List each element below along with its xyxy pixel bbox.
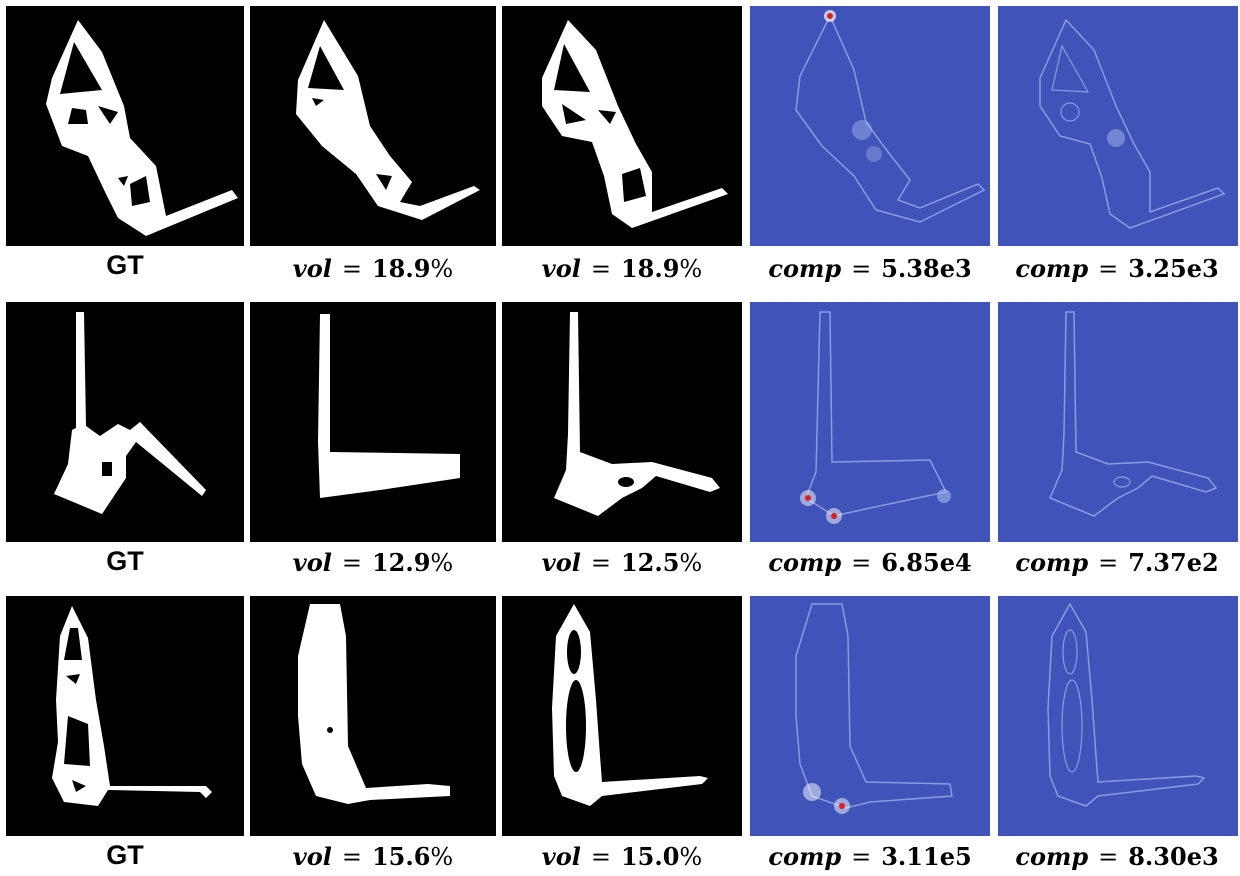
equals-sign: =	[1098, 549, 1119, 577]
row1-gt-mask	[6, 6, 244, 246]
vol-value: 12.9	[371, 548, 431, 577]
row1-comp-a-heatmap	[750, 6, 990, 246]
equals-sign: =	[851, 843, 872, 871]
row3-comp-a-heatmap	[750, 596, 990, 836]
comp-var: comp	[768, 254, 842, 283]
vol-topology-image	[502, 596, 742, 836]
comp-var: comp	[768, 548, 842, 577]
comp-caption: comp = 7.37e2	[994, 548, 1240, 577]
row3-gt-mask	[6, 596, 244, 836]
vol-caption: vol = 15.0%	[502, 842, 742, 871]
row2-comp-a-heatmap	[750, 302, 990, 542]
equals-sign: =	[341, 843, 362, 871]
vol-unit: %	[679, 255, 703, 283]
vol-topology-image	[250, 302, 496, 542]
equals-sign: =	[590, 255, 611, 283]
comp-value: 8.30e3	[1128, 842, 1219, 871]
compliance-heatmap	[750, 6, 990, 246]
row2-vol-a-mask	[250, 302, 496, 542]
row3-comp-b-heatmap	[998, 596, 1238, 836]
equals-sign: =	[590, 843, 611, 871]
equals-sign: =	[851, 255, 872, 283]
vol-value: 18.9	[620, 254, 680, 283]
equals-sign: =	[590, 549, 611, 577]
gt-caption: GT	[106, 840, 144, 870]
comp-caption: comp = 3.11e5	[744, 842, 996, 871]
vol-var: vol	[541, 548, 581, 577]
vol-unit: %	[430, 843, 454, 871]
row3-vol-b-mask	[502, 596, 742, 836]
vol-value: 15.6	[371, 842, 431, 871]
compliance-heatmap	[998, 302, 1238, 542]
vol-topology-image	[250, 6, 496, 246]
vol-unit: %	[430, 255, 454, 283]
vol-caption: vol = 18.9%	[250, 254, 496, 283]
compliance-heatmap	[998, 6, 1238, 246]
compliance-heatmap	[998, 596, 1238, 836]
vol-unit: %	[679, 549, 703, 577]
comp-caption: comp = 3.25e3	[994, 254, 1240, 283]
row1-comp-b-heatmap	[998, 6, 1238, 246]
vol-topology-image	[502, 6, 742, 246]
comp-value: 3.11e5	[881, 842, 972, 871]
gt-topology-image	[6, 596, 244, 836]
equals-sign: =	[341, 255, 362, 283]
gt-topology-image	[6, 302, 244, 542]
vol-var: vol	[292, 254, 332, 283]
equals-sign: =	[1098, 843, 1119, 871]
comp-caption: comp = 8.30e3	[994, 842, 1240, 871]
row1-vol-b-mask	[502, 6, 742, 246]
comp-value: 6.85e4	[881, 548, 972, 577]
compliance-heatmap	[750, 302, 990, 542]
comp-caption: comp = 5.38e3	[744, 254, 996, 283]
comp-value: 7.37e2	[1128, 548, 1219, 577]
row3-vol-a-mask	[250, 596, 496, 836]
row2-gt-mask	[6, 302, 244, 542]
vol-var: vol	[292, 548, 332, 577]
vol-var: vol	[292, 842, 332, 871]
comp-var: comp	[768, 842, 842, 871]
vol-caption: vol = 12.5%	[502, 548, 742, 577]
vol-caption: vol = 15.6%	[250, 842, 496, 871]
vol-unit: %	[679, 843, 703, 871]
vol-value: 15.0	[620, 842, 680, 871]
row2-vol-b-mask	[502, 302, 742, 542]
vol-caption: vol = 12.9%	[250, 548, 496, 577]
vol-unit: %	[430, 549, 454, 577]
gt-caption: GT	[106, 546, 144, 576]
comp-caption: comp = 6.85e4	[744, 548, 996, 577]
row1-vol-a-mask	[250, 6, 496, 246]
vol-value: 12.5	[620, 548, 680, 577]
vol-topology-image	[250, 596, 496, 836]
comp-var: comp	[1015, 842, 1089, 871]
compliance-heatmap	[750, 596, 990, 836]
equals-sign: =	[341, 549, 362, 577]
vol-caption: vol = 18.9%	[502, 254, 742, 283]
comp-value: 3.25e3	[1128, 254, 1219, 283]
vol-var: vol	[541, 254, 581, 283]
vol-value: 18.9	[371, 254, 431, 283]
comp-var: comp	[1015, 254, 1089, 283]
comp-value: 5.38e3	[881, 254, 972, 283]
equals-sign: =	[851, 549, 872, 577]
gt-topology-image	[6, 6, 244, 246]
equals-sign: =	[1098, 255, 1119, 283]
gt-caption: GT	[106, 250, 144, 280]
row2-comp-b-heatmap	[998, 302, 1238, 542]
comp-var: comp	[1015, 548, 1089, 577]
vol-var: vol	[541, 842, 581, 871]
vol-topology-image	[502, 302, 742, 542]
